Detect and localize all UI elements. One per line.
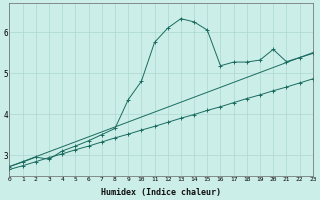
X-axis label: Humidex (Indice chaleur): Humidex (Indice chaleur) bbox=[101, 188, 221, 197]
